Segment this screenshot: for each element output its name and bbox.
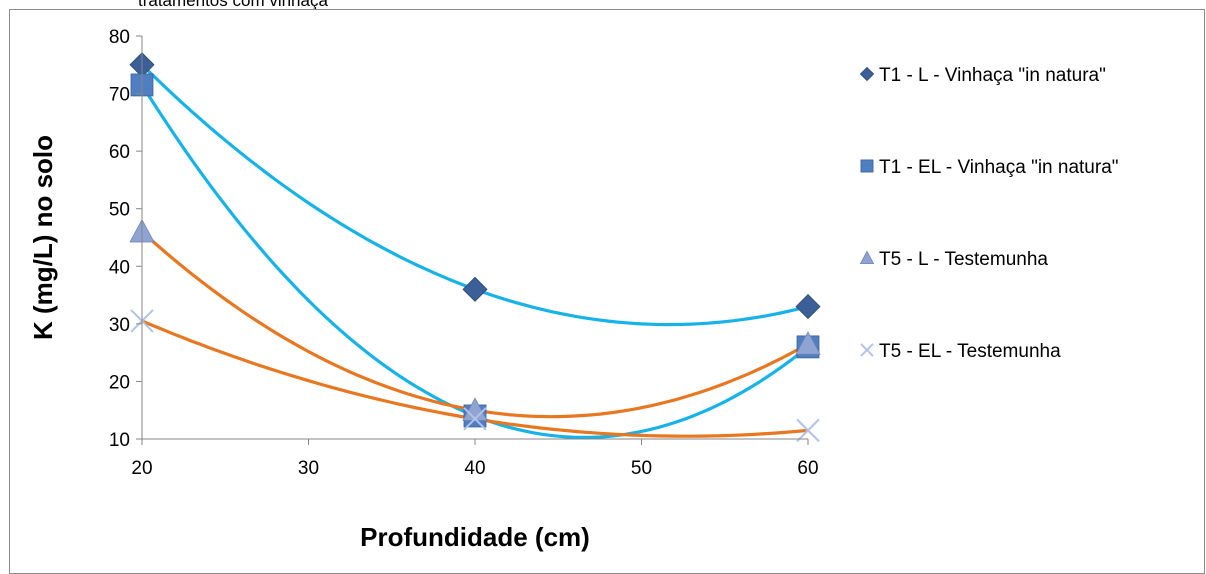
page-title: tratamentos com vinhaça xyxy=(138,0,328,10)
legend-label-series-1: T1 - L - Vinhaça "in natura" xyxy=(879,65,1106,86)
x-stroke xyxy=(796,418,820,443)
data-point-series-1 xyxy=(462,276,488,302)
x-axis-title: Profundidade (cm) xyxy=(360,522,590,552)
trendlines xyxy=(140,63,809,440)
data-point-series-4 xyxy=(463,407,487,431)
data-point-series-1 xyxy=(795,294,821,320)
legend-marker-series-3 xyxy=(859,250,875,265)
legend-marker-series-2 xyxy=(860,159,874,173)
y-tick-label: 10 xyxy=(109,430,130,451)
legend-marker-series-1 xyxy=(859,66,875,82)
y-tick-label: 80 xyxy=(109,27,130,48)
legend-marker-series-4 xyxy=(860,343,874,357)
y-tick-label: 20 xyxy=(109,372,130,393)
chart-frame: 10 20 30 40 50 60 70 80 20 30 40 50 60 Profundidade … xyxy=(9,9,1205,574)
data-point-series-3 xyxy=(462,397,488,421)
x-tick-label: 50 xyxy=(631,458,652,479)
markers xyxy=(129,52,821,443)
legend-label-series-4: T5 - EL - Testemunha xyxy=(879,341,1061,362)
x-tick-label: 20 xyxy=(131,458,152,479)
y-tick-label: 50 xyxy=(109,200,130,221)
legend-label-series-2: T1 - EL - Vinhaça "in natura" xyxy=(879,157,1119,178)
y-tick-label: 30 xyxy=(109,315,130,336)
y-axis-title: K (mg/L) no solo xyxy=(28,135,58,340)
x-tick-label: 60 xyxy=(797,458,818,479)
legend: T1 - L - Vinhaça "in natura" T1 - EL - Vi… xyxy=(859,65,1119,362)
data-point-series-3 xyxy=(795,331,821,355)
trendline-series-2 xyxy=(140,84,809,440)
x-tick-label: 40 xyxy=(464,458,485,479)
y-tick-label: 60 xyxy=(109,142,130,163)
x-stroke xyxy=(860,343,874,357)
y-tick-label: 70 xyxy=(109,85,130,106)
data-point-series-4 xyxy=(796,418,820,443)
legend-label-series-3: T5 - L - Testemunha xyxy=(879,249,1048,270)
x-stroke xyxy=(463,407,487,431)
x-tick-label: 30 xyxy=(298,458,319,479)
y-tick-label: 40 xyxy=(109,257,130,278)
